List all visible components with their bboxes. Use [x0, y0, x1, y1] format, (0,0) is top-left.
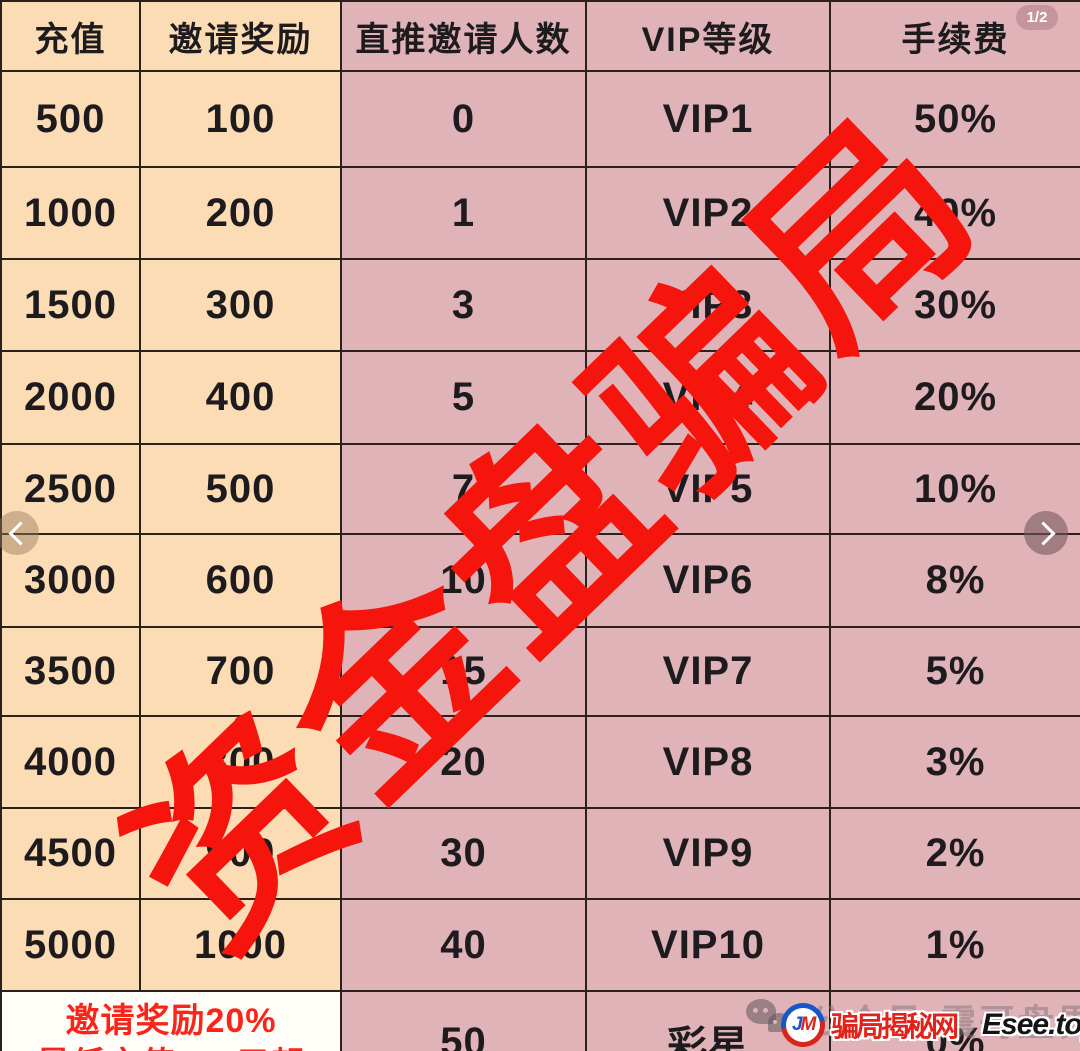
- header-vip-level: VIP等级: [587, 2, 829, 70]
- table-cell: 20: [342, 717, 585, 807]
- table-cell: VIP6: [587, 535, 829, 626]
- table-cell: 7: [342, 445, 585, 533]
- next-image-button[interactable]: [1024, 511, 1068, 555]
- table-cell: 0: [342, 72, 585, 166]
- table-cell: 1000: [2, 168, 139, 258]
- footer-invites-cell: 50: [342, 992, 585, 1051]
- table-cell: 3%: [831, 717, 1080, 807]
- table-cell: 1000: [141, 900, 340, 990]
- table-cell: 30%: [831, 260, 1080, 350]
- table-cell: 4500: [2, 809, 139, 898]
- chevron-right-icon: [1030, 520, 1056, 546]
- table-cell: VIP4: [587, 352, 829, 443]
- table-cell: 900: [141, 809, 340, 898]
- table-cell: VIP5: [587, 445, 829, 533]
- header-recharge: 充值: [2, 2, 139, 70]
- footer-level-cell: 彩星: [587, 992, 829, 1051]
- note-line-1: 邀请奖励20%: [65, 1002, 277, 1040]
- header-direct-invites: 直推邀请人数: [342, 2, 585, 70]
- table-cell: 5000: [2, 900, 139, 990]
- table-cell: 200: [141, 168, 340, 258]
- table-cell: 3: [342, 260, 585, 350]
- table-cell: 5%: [831, 628, 1080, 715]
- table-cell: VIP7: [587, 628, 829, 715]
- note-line-2: 最低充值500元起: [36, 1044, 306, 1051]
- table-cell: 100: [141, 72, 340, 166]
- invite-reward-note: 邀请奖励20% 最低充值500元起: [2, 992, 340, 1051]
- table-cell: 20%: [831, 352, 1080, 443]
- table-cell: VIP3: [587, 260, 829, 350]
- table-cell: 300: [141, 260, 340, 350]
- prev-image-button[interactable]: [0, 511, 39, 555]
- table-cell: 2000: [2, 352, 139, 443]
- table-cell: 3000: [2, 535, 139, 626]
- table-cell: VIP2: [587, 168, 829, 258]
- table-cell: 4000: [2, 717, 139, 807]
- table-cell: 500: [141, 445, 340, 533]
- table-cell: 700: [141, 628, 340, 715]
- table-cell: VIP1: [587, 72, 829, 166]
- page-indicator-badge: 1/2: [1016, 5, 1058, 30]
- table-cell: VIP9: [587, 809, 829, 898]
- table-cell: 2%: [831, 809, 1080, 898]
- table-cell: VIP8: [587, 717, 829, 807]
- table-cell: 1500: [2, 260, 139, 350]
- table-cell: 5: [342, 352, 585, 443]
- table-cell: 3500: [2, 628, 139, 715]
- table-cell: 600: [141, 535, 340, 626]
- chevron-left-icon: [7, 520, 33, 546]
- table-cell: 400: [141, 352, 340, 443]
- header-invite-reward: 邀请奖励: [141, 2, 340, 70]
- table-cell: 10: [342, 535, 585, 626]
- table-cell: 1: [342, 168, 585, 258]
- table-cell: 30: [342, 809, 585, 898]
- table-cell: 500: [2, 72, 139, 166]
- footer-fee-cell: 0%: [831, 992, 1080, 1051]
- table-cell: 1%: [831, 900, 1080, 990]
- table-cell: 50%: [831, 72, 1080, 166]
- table-cell: VIP10: [587, 900, 829, 990]
- table-cell: 40: [342, 900, 585, 990]
- table-cell: 800: [141, 717, 340, 807]
- table-cell: 15: [342, 628, 585, 715]
- table-cell: 40%: [831, 168, 1080, 258]
- table-cell: 2500: [2, 445, 139, 533]
